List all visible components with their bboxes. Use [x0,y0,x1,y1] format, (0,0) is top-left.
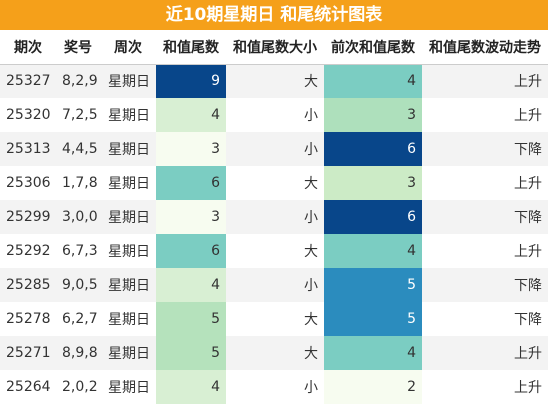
trend-cell: 上升 [422,336,548,370]
table-row: 25292 6,7,3 星期日 6 大 4 上升 [0,234,548,268]
tail-cell: 4 [156,268,226,302]
size-cell: 小 [226,98,324,132]
numbers-cell: 2,0,2 [56,370,100,404]
table-row: 25278 6,2,7 星期日 5 大 5 下降 [0,302,548,336]
prev-tail-cell: 2 [324,370,422,404]
chart-title: 近10期星期日 和尾统计图表 [0,0,548,30]
trend-cell: 上升 [422,166,548,200]
size-cell: 大 [226,336,324,370]
table-row: 25271 8,9,8 星期日 5 大 4 上升 [0,336,548,370]
prev-tail-cell: 5 [324,268,422,302]
stats-table: 期次 奖号 周次 和值尾数 和值尾数大小 前次和值尾数 和值尾数波动走势 253… [0,30,548,404]
weekday-cell: 星期日 [100,268,156,302]
header-issue: 期次 [0,30,56,65]
size-cell: 小 [226,132,324,166]
issue-cell: 25285 [0,268,56,302]
size-cell: 大 [226,166,324,200]
weekday-cell: 星期日 [100,166,156,200]
issue-cell: 25299 [0,200,56,234]
prev-tail-cell: 5 [324,302,422,336]
issue-cell: 25278 [0,302,56,336]
tail-cell: 5 [156,336,226,370]
weekday-cell: 星期日 [100,132,156,166]
trend-cell: 下降 [422,268,548,302]
issue-cell: 25264 [0,370,56,404]
weekday-cell: 星期日 [100,370,156,404]
weekday-cell: 星期日 [100,234,156,268]
trend-cell: 上升 [422,370,548,404]
weekday-cell: 星期日 [100,302,156,336]
table-row: 25306 1,7,8 星期日 6 大 3 上升 [0,166,548,200]
tail-cell: 3 [156,132,226,166]
size-cell: 大 [226,234,324,268]
weekday-cell: 星期日 [100,64,156,98]
trend-cell: 下降 [422,200,548,234]
size-cell: 小 [226,200,324,234]
prev-tail-cell: 4 [324,64,422,98]
tail-cell: 3 [156,200,226,234]
prev-tail-cell: 4 [324,336,422,370]
trend-cell: 上升 [422,234,548,268]
trend-cell: 下降 [422,132,548,166]
issue-cell: 25271 [0,336,56,370]
prev-tail-cell: 3 [324,98,422,132]
header-row: 期次 奖号 周次 和值尾数 和值尾数大小 前次和值尾数 和值尾数波动走势 [0,30,548,65]
prev-tail-cell: 4 [324,234,422,268]
size-cell: 大 [226,302,324,336]
numbers-cell: 6,7,3 [56,234,100,268]
issue-cell: 25320 [0,98,56,132]
table-row: 25320 7,2,5 星期日 4 小 3 上升 [0,98,548,132]
tail-cell: 6 [156,234,226,268]
weekday-cell: 星期日 [100,336,156,370]
tail-cell: 4 [156,370,226,404]
trend-cell: 下降 [422,302,548,336]
weekday-cell: 星期日 [100,200,156,234]
issue-cell: 25313 [0,132,56,166]
issue-cell: 25306 [0,166,56,200]
prev-tail-cell: 6 [324,132,422,166]
trend-cell: 上升 [422,98,548,132]
size-cell: 小 [226,370,324,404]
tail-cell: 5 [156,302,226,336]
header-tail: 和值尾数 [156,30,226,65]
issue-cell: 25327 [0,64,56,98]
weekday-cell: 星期日 [100,98,156,132]
header-prev-tail: 前次和值尾数 [324,30,422,65]
prev-tail-cell: 3 [324,166,422,200]
tail-cell: 9 [156,64,226,98]
trend-cell: 上升 [422,64,548,98]
numbers-cell: 8,9,8 [56,336,100,370]
table-row: 25299 3,0,0 星期日 3 小 6 下降 [0,200,548,234]
numbers-cell: 4,4,5 [56,132,100,166]
table-row: 25285 9,0,5 星期日 4 小 5 下降 [0,268,548,302]
table-row: 25313 4,4,5 星期日 3 小 6 下降 [0,132,548,166]
header-size: 和值尾数大小 [226,30,324,65]
numbers-cell: 6,2,7 [56,302,100,336]
table-row: 25327 8,2,9 星期日 9 大 4 上升 [0,64,548,98]
numbers-cell: 9,0,5 [56,268,100,302]
numbers-cell: 3,0,0 [56,200,100,234]
header-numbers: 奖号 [56,30,100,65]
size-cell: 大 [226,64,324,98]
numbers-cell: 8,2,9 [56,64,100,98]
tail-cell: 6 [156,166,226,200]
numbers-cell: 7,2,5 [56,98,100,132]
issue-cell: 25292 [0,234,56,268]
table-row: 25264 2,0,2 星期日 4 小 2 上升 [0,370,548,404]
numbers-cell: 1,7,8 [56,166,100,200]
header-weekday: 周次 [100,30,156,65]
size-cell: 小 [226,268,324,302]
prev-tail-cell: 6 [324,200,422,234]
tail-cell: 4 [156,98,226,132]
header-trend: 和值尾数波动走势 [422,30,548,65]
